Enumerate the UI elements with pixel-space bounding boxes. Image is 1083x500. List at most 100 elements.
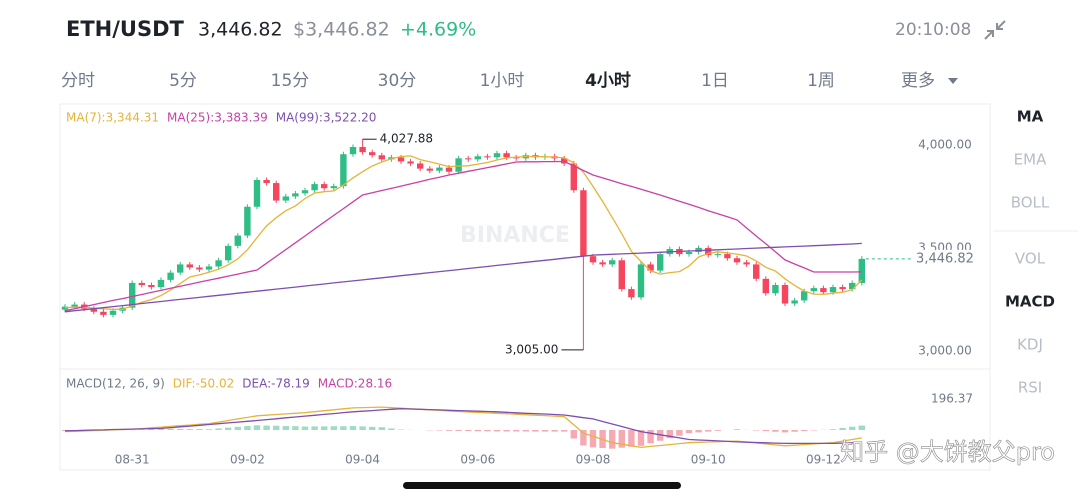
macd-bar [263,425,270,431]
candle-body [609,260,616,265]
macd-bar [695,430,702,433]
indicator-option[interactable]: EMA [1014,151,1047,169]
macd-bar [849,426,856,431]
candle-body [781,285,789,304]
annotation-label: 3,005.00 [505,342,558,356]
macd-bar [282,426,289,431]
price: 3,446.82 [198,19,283,41]
indicator-option[interactable]: MA [1017,108,1044,126]
candle-body [215,260,222,267]
legend-entry: MA(25):3,383.39 [167,111,268,125]
candle-body [618,260,625,290]
interval-tab[interactable]: 1周 [807,71,835,91]
macd-bar [234,426,241,431]
macd-bar [273,425,280,431]
macd-bar [186,429,193,431]
interval-tab[interactable]: 1日 [701,71,729,91]
last-price-label: 3,446.82 [916,251,974,266]
candle-body [253,179,261,207]
candle-body [100,311,107,315]
macd-bar [772,430,779,432]
candle-body [685,252,693,255]
indicator-option[interactable]: BOLL [1011,194,1050,212]
interval-tab[interactable]: 更多 [901,71,935,91]
candle-body [177,264,184,273]
x-tick-label: 09-10 [691,453,726,467]
macd-bar [628,430,635,447]
macd-bar [714,430,721,431]
candle-body [186,264,193,268]
indicator-line [64,406,862,449]
candle-body [724,254,731,259]
candle-body [436,167,443,171]
candle-body [753,264,760,279]
indicator-option[interactable]: RSI [1018,379,1042,397]
indicator-line [64,242,862,313]
candle-body [234,235,241,246]
y-tick-label: 196.37 [931,391,973,405]
macd-bar [858,425,865,431]
macd-bar [493,430,501,432]
legend-entry: MACD(12, 26, 9) [66,377,165,391]
indicator-option[interactable]: KDJ [1017,336,1043,354]
macd-bar [637,430,645,446]
legend-entry: DEA:-78.19 [242,377,310,391]
candle-body [71,304,78,307]
candle-body [282,196,289,201]
interval-tab[interactable]: 15分 [271,71,310,91]
macd-bar [369,426,376,431]
candle-body [705,247,712,256]
header: ETH/USDT 3,446.82 $3,446.82 +4.69% 20:10… [66,17,1006,41]
candle-body [263,179,270,184]
candle-body [426,168,433,171]
price-usd: $3,446.82 [293,19,390,41]
macd-bar [791,430,798,432]
candle-body [647,264,654,271]
candle-body [570,163,577,191]
candle-body [330,186,337,189]
macd-bar [244,426,251,431]
macd-bar [522,430,529,432]
candle-body [369,152,376,156]
legend-entry: MA(99):3,522.20 [276,111,377,125]
interval-tab[interactable]: 分时 [61,71,95,91]
candle-body [205,266,213,270]
macd-bar [215,428,222,431]
indicator-option[interactable]: MACD [1005,293,1055,311]
macd-bar [561,430,568,432]
candle-body [455,158,462,172]
candle-body [407,161,414,164]
macd-bar [829,429,837,431]
x-tick-label: 09-02 [230,453,265,467]
candle-body [762,278,769,294]
candle-body [580,190,587,257]
macd-bar [762,430,769,432]
candle-body [599,262,606,265]
interval-tab[interactable]: 1小时 [480,71,525,91]
x-tick-label: 09-06 [460,453,495,467]
macd-bar [570,430,577,439]
candle-body [167,272,174,280]
macd-bar [839,427,846,431]
interval-tab[interactable]: 4小时 [585,71,631,91]
interval-tab[interactable]: 5分 [169,71,197,91]
candle-body [129,282,136,308]
candle-body [820,288,827,293]
interval-tab[interactable]: 30分 [378,71,417,91]
chart-frame [59,103,991,471]
candle-body [829,287,837,293]
macd-bar [378,427,385,431]
collapse-icon[interactable] [984,20,1006,40]
macd-bar [196,429,203,431]
macd-bar [253,425,261,431]
candle-body [138,282,145,286]
macd-bar [340,426,347,431]
macd-bar [455,430,462,431]
macd-bar [177,428,184,431]
candle-body [484,156,491,158]
x-tick-label: 09-04 [345,453,380,467]
indicator-option[interactable]: VOL [1015,250,1046,268]
candle-body [637,264,645,298]
